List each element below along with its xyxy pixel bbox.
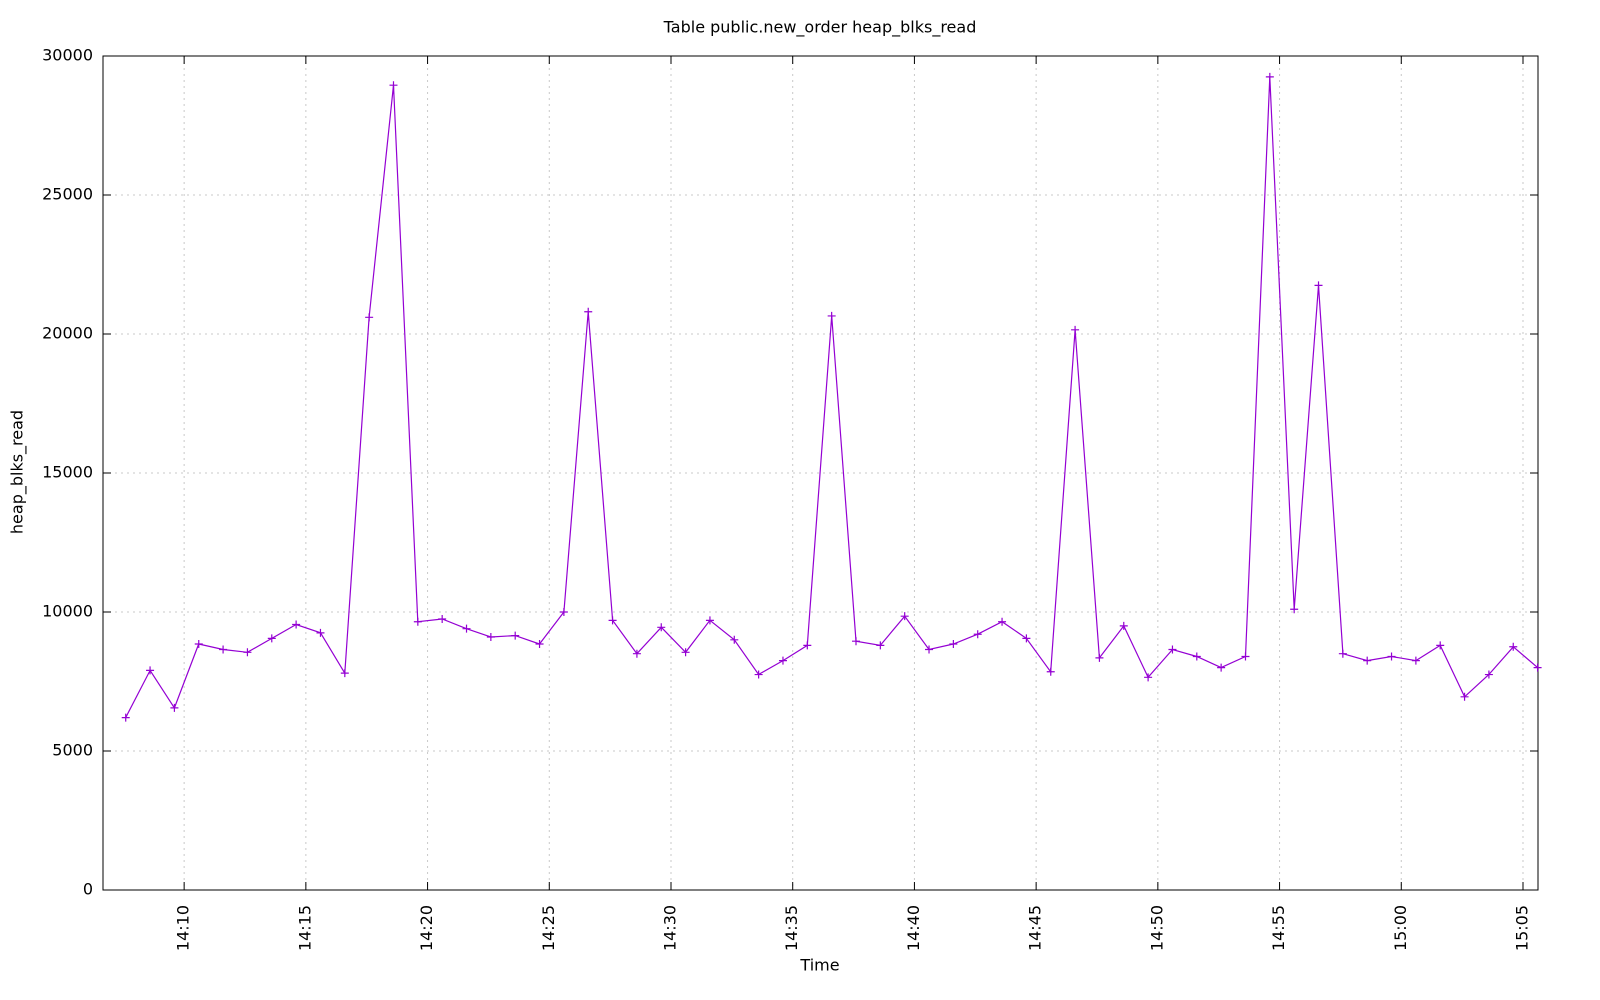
data-point: [1411, 656, 1420, 665]
data-point: [584, 307, 593, 316]
y-tick-label: 15000: [42, 463, 93, 482]
data-point: [1265, 72, 1274, 81]
data-point: [754, 670, 763, 679]
data-point: [827, 311, 836, 320]
data-point: [730, 635, 739, 644]
data-point: [1338, 649, 1347, 658]
x-tick-label: 14:55: [1269, 905, 1288, 951]
y-tick-label: 10000: [42, 602, 93, 621]
x-tick-label: 14:10: [174, 905, 193, 951]
x-tick-label: 14:50: [1147, 905, 1166, 951]
data-point: [438, 614, 447, 623]
data-point: [852, 637, 860, 646]
data-point: [1460, 692, 1469, 701]
data-point: [413, 617, 422, 626]
data-point: [1119, 621, 1128, 630]
data-point: [681, 648, 690, 657]
y-tick-label: 0: [83, 880, 93, 899]
x-tick-label: 14:25: [539, 905, 558, 951]
data-point: [1144, 673, 1153, 682]
x-tick-label: 15:05: [1512, 905, 1531, 951]
data-point: [243, 648, 252, 657]
y-tick-label: 5000: [52, 741, 93, 760]
data-point: [1046, 667, 1055, 676]
data-point: [900, 612, 909, 621]
plot-border: [102, 55, 1539, 891]
data-point: [170, 703, 179, 712]
data-point: [1509, 642, 1518, 651]
data-point: [511, 631, 520, 640]
data-point: [462, 624, 471, 633]
data-point: [389, 81, 398, 90]
data-point: [194, 639, 203, 648]
data-point: [998, 617, 1007, 626]
x-tick-label: 14:45: [1026, 905, 1045, 951]
data-point: [1290, 605, 1299, 614]
data-point: [292, 620, 301, 629]
data-point: [1363, 656, 1372, 665]
y-tick-label: 30000: [42, 46, 93, 65]
chart-title: Table public.new_order heap_blks_read: [663, 18, 977, 38]
data-point: [1241, 652, 1250, 661]
data-point: [1192, 652, 1201, 661]
data-point: [949, 639, 958, 648]
data-point: [803, 641, 812, 650]
x-tick-label: 14:30: [660, 905, 679, 951]
data-point: [876, 641, 885, 650]
y-tick-label: 20000: [42, 324, 93, 343]
data-point: [316, 628, 325, 637]
data-point: [146, 666, 155, 675]
x-tick-label: 14:15: [295, 905, 314, 951]
x-axis-label: Time: [799, 956, 839, 975]
data-point: [1168, 645, 1177, 654]
y-axis-label: heap_blks_read: [8, 410, 28, 534]
data-point: [486, 633, 495, 642]
data-point: [219, 645, 228, 654]
data-point: [559, 608, 568, 616]
data-point: [340, 669, 349, 678]
data-point: [778, 656, 787, 665]
data-point: [1387, 652, 1396, 661]
data-point: [535, 639, 544, 648]
data-point: [1533, 663, 1542, 672]
data-point: [1217, 663, 1226, 672]
data-point: [705, 616, 714, 625]
data-point: [608, 616, 617, 625]
data-point: [657, 623, 666, 632]
data-point: [925, 645, 934, 654]
data-point: [632, 649, 641, 658]
data-point: [121, 713, 130, 722]
data-point: [1095, 653, 1104, 662]
x-tick-label: 14:20: [417, 905, 436, 951]
data-point: [1314, 281, 1323, 290]
data-point: [267, 634, 276, 643]
y-tick-label: 25000: [42, 185, 93, 204]
data-point: [365, 313, 374, 322]
x-tick-label: 15:00: [1391, 905, 1410, 951]
x-tick-label: 14:35: [782, 905, 801, 951]
data-point: [1484, 670, 1493, 679]
x-tick-label: 14:40: [904, 905, 923, 951]
data-point: [1022, 634, 1031, 643]
data-point: [1436, 641, 1445, 650]
data-point: [973, 630, 982, 639]
data-point: [1071, 325, 1080, 334]
